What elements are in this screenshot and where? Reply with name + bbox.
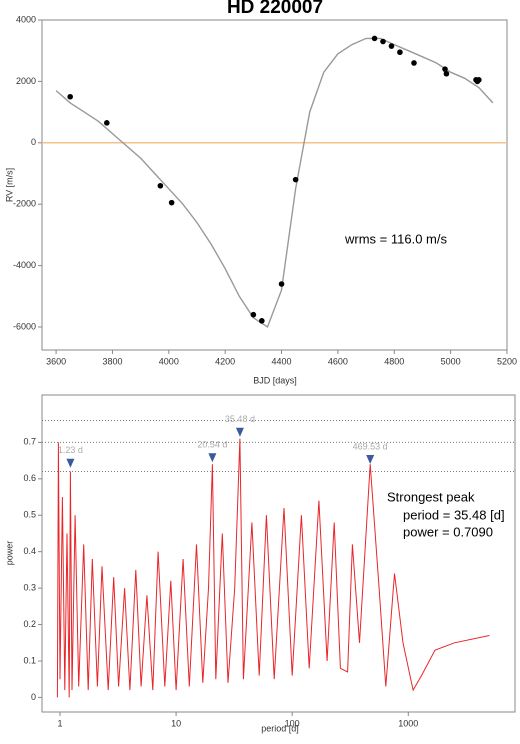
x-tick-label: 5200: [497, 356, 517, 366]
peak-label: 35.48 d: [225, 414, 255, 424]
x-tick-label: 5000: [441, 356, 461, 366]
plot-frame: [41, 19, 508, 351]
peak-label: 469.53 d: [353, 441, 388, 451]
x-tick-label: 3800: [102, 356, 122, 366]
y-axis-label: power: [4, 541, 14, 566]
data-point: [259, 318, 265, 324]
peak-marker: [235, 427, 244, 437]
y-tick-label: 0.1: [23, 655, 36, 665]
plot-frame: [41, 394, 516, 713]
data-point: [443, 70, 450, 77]
peak-marker: [66, 458, 75, 468]
data-point: [292, 176, 299, 183]
annotation: wrms = 116.0 m/s: [344, 231, 447, 246]
y-tick-label: 0.4: [23, 546, 36, 556]
y-tick-label: 4000: [16, 14, 36, 24]
data-point: [168, 199, 175, 206]
y-tick-label: 0.5: [23, 510, 36, 520]
x-tick-label: 4800: [384, 356, 404, 366]
data-point: [388, 43, 395, 49]
y-tick-label: 2000: [16, 76, 36, 86]
x-tick-label: 4200: [215, 356, 235, 366]
x-tick-label: 4400: [272, 356, 292, 366]
data-point: [476, 77, 482, 83]
y-tick-label: 0: [31, 137, 36, 147]
y-tick-label: 0.2: [23, 619, 36, 629]
data-point: [442, 66, 448, 72]
peak-label: 1.23 d: [58, 445, 83, 455]
data-point: [278, 281, 285, 287]
y-axis-label: RV [m/s]: [4, 168, 14, 202]
data-point: [104, 120, 110, 126]
y-tick-label: -6000: [13, 321, 36, 331]
y-tick-label: 0.3: [23, 582, 36, 592]
x-tick-label: 100: [285, 718, 300, 728]
annotation: power = 0.7090: [403, 524, 493, 539]
y-tick-label: 0.7: [23, 437, 36, 447]
data-point: [411, 60, 417, 66]
annotation: Strongest peak: [387, 489, 475, 504]
y-tick-label: -4000: [13, 260, 36, 270]
data-point: [250, 311, 257, 318]
peak-marker: [208, 453, 217, 463]
annotation: period = 35.48 [d]: [403, 507, 505, 522]
data-point: [397, 49, 403, 56]
x-tick-label: 4000: [159, 356, 179, 366]
data-point: [67, 93, 73, 100]
data-point: [371, 35, 378, 42]
data-point: [157, 182, 164, 189]
x-tick-label: 10: [171, 718, 181, 728]
data-point: [380, 38, 386, 45]
x-tick-label: 3600: [46, 356, 66, 366]
model-line: [55, 37, 494, 329]
y-tick-label: -2000: [13, 199, 36, 209]
x-tick-label: 4600: [328, 356, 348, 366]
y-tick-label: 0: [31, 692, 36, 702]
x-axis-label: period [d]: [261, 723, 299, 733]
peak-marker: [366, 455, 375, 465]
chart-title: HD 220007: [227, 0, 323, 18]
periodogram-line: [56, 438, 490, 698]
x-tick-label: 1: [57, 718, 62, 728]
y-tick-label: 0.6: [23, 473, 36, 483]
x-tick-label: 1000: [398, 718, 418, 728]
peak-label: 20.54 d: [197, 440, 227, 450]
x-axis-label: BJD [days]: [253, 375, 297, 385]
